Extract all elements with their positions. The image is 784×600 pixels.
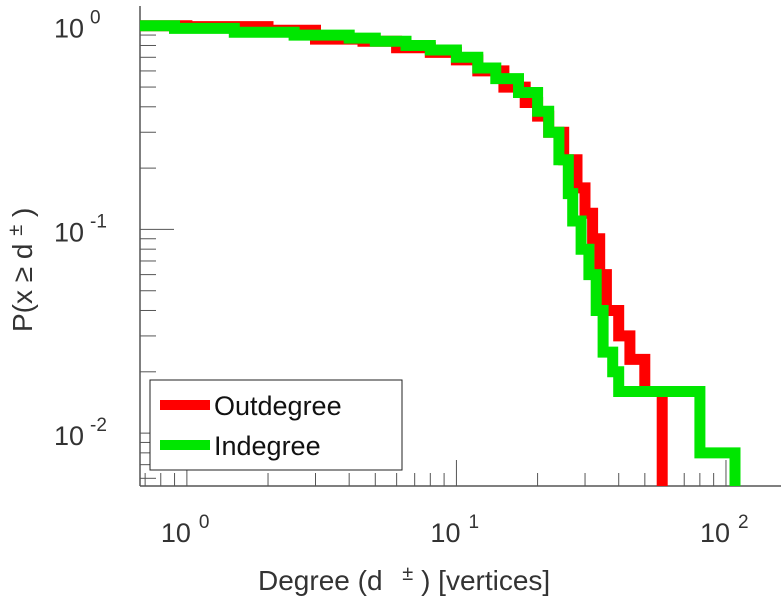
legend-box	[149, 379, 403, 471]
y-axis-label: P(x ≥ d ± )	[0, 208, 38, 332]
y-axis-label-prefix: P(x ≥ d	[7, 244, 38, 333]
series-line-indegree	[140, 20, 741, 486]
legend: Outdegree Indegree	[149, 379, 403, 471]
y-axis-label-suffix: )	[7, 208, 38, 217]
x-axis-label-suffix: ) [vertices]	[421, 565, 550, 596]
x-tick-label: 10 2	[700, 512, 749, 548]
y-tick-label: 10 -1	[54, 211, 107, 247]
x-axis-label-sup: ±	[402, 563, 413, 585]
y-axis-label-sup: ±	[5, 225, 27, 236]
axes: 10 0 10 1 10 2 10 0 10 -1 10 -2	[54, 6, 781, 548]
x-tick-label: 10 1	[430, 512, 479, 548]
y-tick-label: 10 -2	[54, 415, 107, 451]
legend-label-outdegree: Outdegree	[214, 391, 342, 421]
y-tick-label: 10 0	[54, 8, 101, 44]
series-layer	[140, 20, 741, 486]
x-axis-label-prefix: Degree (d	[258, 565, 383, 596]
x-axis-label: Degree (d ± ) [vertices]	[258, 555, 550, 596]
legend-label-indegree: Indegree	[214, 431, 321, 461]
x-tick-label: 10 0	[161, 512, 210, 548]
